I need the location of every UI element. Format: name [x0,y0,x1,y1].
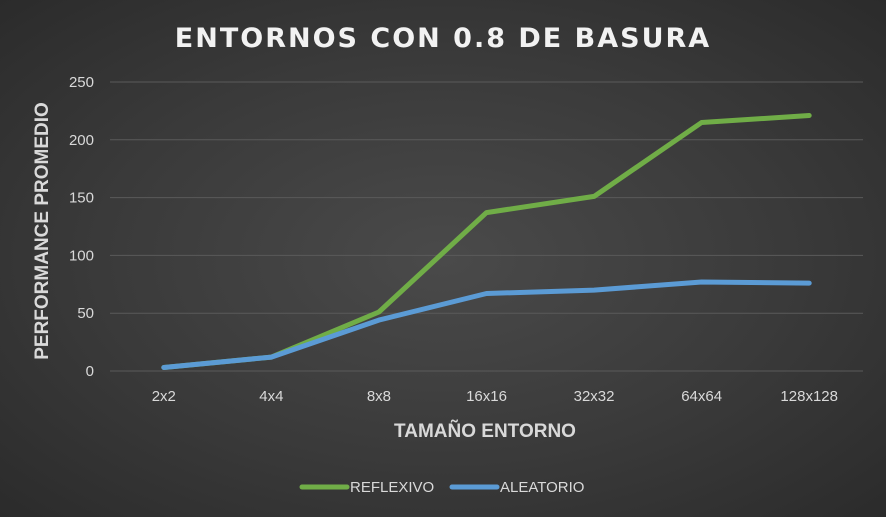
x-axis-ticks: 2x2 4x4 8x8 16x16 32x32 64x64 128x128 [152,388,838,405]
x-tick-label: 4x4 [259,388,283,405]
y-tick-label: 50 [77,305,94,322]
legend-label: ALEATORIO [500,479,584,496]
x-tick-label: 64x64 [681,388,722,405]
x-tick-label: 128x128 [780,388,838,405]
gridlines [110,82,863,371]
series-line-aleatorio [164,282,809,368]
legend-label: REFLEXIVO [350,479,434,496]
chart-title: ENTORNOS CON 0.8 DE BASURA [175,23,711,54]
legend: REFLEXIVO ALEATORIO [302,479,584,496]
y-tick-label: 0 [86,363,94,380]
y-tick-label: 150 [69,190,94,207]
y-tick-label: 100 [69,247,94,264]
y-tick-label: 200 [69,132,94,149]
y-tick-label: 250 [69,74,94,91]
y-axis-ticks: 0 50 100 150 200 250 [69,74,94,380]
y-axis-title: PERFORMANCE PROMEDIO [32,102,53,360]
x-tick-label: 16x16 [466,388,507,405]
series-line-reflexivo [164,116,809,368]
x-axis-title: TAMAÑO ENTORNO [394,420,576,442]
x-tick-label: 2x2 [152,388,176,405]
series-lines [164,116,809,368]
x-tick-label: 8x8 [367,388,391,405]
x-tick-label: 32x32 [574,388,615,405]
